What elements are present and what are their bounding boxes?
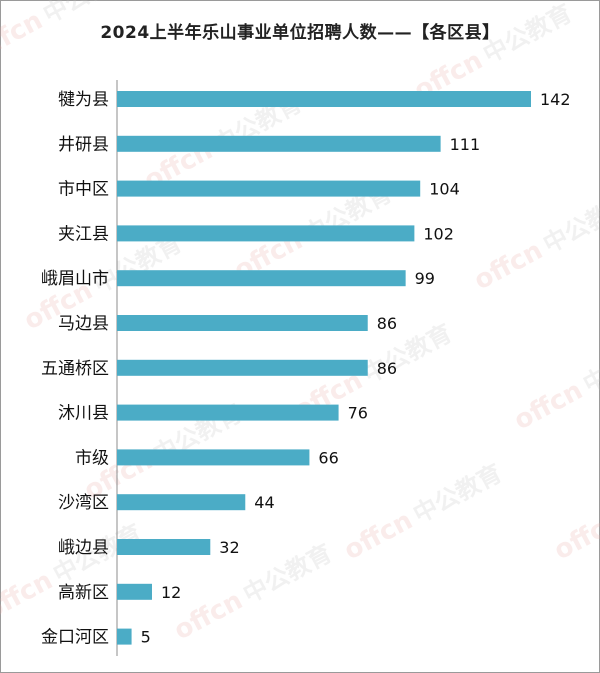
value-label: 99 <box>415 269 435 288</box>
watermark-brand-latin: offcn <box>0 565 58 626</box>
watermark-brand-cn: 中公教育 <box>409 459 507 529</box>
watermark-brand-latin: offcn <box>549 505 600 566</box>
bar-高新区 <box>117 583 152 600</box>
category-labels: 犍为县井研县市中区夹江县峨眉山市马边县五通桥区沐川县市级沙湾区峨边县高新区金口河… <box>41 90 109 648</box>
category-label: 峨边县 <box>58 538 109 558</box>
category-label: 沙湾区 <box>58 493 109 513</box>
category-label: 犍为县 <box>58 90 109 110</box>
bar-马边县 <box>117 315 368 331</box>
category-label: 井研县 <box>58 135 109 155</box>
watermark-brand-latin: offcn <box>469 235 547 296</box>
watermark-brand-cn: 中公教育 <box>359 319 457 389</box>
watermark-brand-latin: offcn <box>0 5 48 66</box>
bar-犍为县 <box>117 91 531 107</box>
bar-峨眉山市 <box>117 270 406 287</box>
chart-title: 2024上半年乐山事业单位招聘人数——【各区县】 <box>100 23 500 43</box>
category-label: 峨眉山市 <box>41 269 109 289</box>
watermark-brand-cn: 中公教育 <box>579 329 600 399</box>
value-label: 5 <box>141 628 151 647</box>
value-label: 102 <box>423 224 454 243</box>
bar-金口河区 <box>117 628 132 645</box>
bars-group <box>117 91 531 645</box>
value-label: 12 <box>161 583 181 602</box>
watermark-brand-latin: offcn <box>509 375 587 436</box>
category-label: 市级 <box>75 448 109 468</box>
bar-峨边县 <box>117 539 211 555</box>
bar-五通桥区 <box>117 359 368 376</box>
value-label: 86 <box>377 359 397 378</box>
bar-市级 <box>117 449 310 466</box>
category-label: 市中区 <box>58 180 109 200</box>
category-label: 五通桥区 <box>41 359 109 379</box>
bar-井研县 <box>117 135 441 152</box>
value-label: 104 <box>429 180 460 199</box>
watermark-brand-cn: 中公教育 <box>479 0 577 69</box>
value-labels: 142 111 104 102 99 86 86 76 66 44 32 12 5 <box>141 90 571 647</box>
value-label: 86 <box>377 314 397 333</box>
bar-沙湾区 <box>117 494 246 511</box>
watermark-brand-cn: 中公教育 <box>39 0 137 29</box>
category-label: 夹江县 <box>58 224 109 244</box>
watermark-brand-cn: 中公教育 <box>239 539 337 609</box>
value-label: 66 <box>318 448 338 467</box>
category-label: 金口河区 <box>41 628 109 648</box>
value-label: 142 <box>540 90 571 109</box>
watermark-brand-latin: offcn <box>339 505 417 566</box>
value-label: 111 <box>450 135 481 154</box>
value-label: 44 <box>254 493 274 512</box>
category-label: 马边县 <box>58 314 109 334</box>
bar-夹江县 <box>117 225 415 242</box>
value-label: 76 <box>348 404 368 423</box>
category-label: 沐川县 <box>58 404 109 424</box>
bar-市中区 <box>117 180 421 197</box>
value-label: 32 <box>219 538 239 557</box>
watermark-brand-cn: 中公教育 <box>539 189 600 259</box>
bar-沐川县 <box>117 404 339 421</box>
category-label: 高新区 <box>58 583 109 603</box>
